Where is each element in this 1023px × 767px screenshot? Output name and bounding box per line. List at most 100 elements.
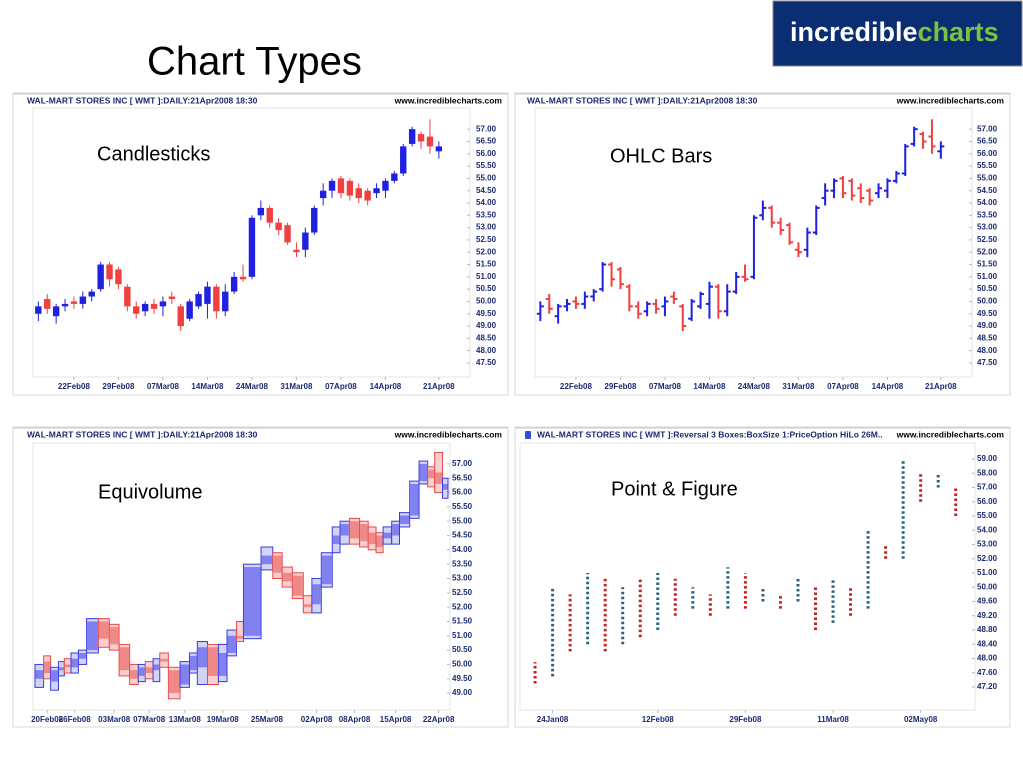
equivolume-body xyxy=(207,647,218,676)
y-tick-label: 51.50 xyxy=(977,260,998,269)
panel-frame xyxy=(514,92,1011,396)
header-icon xyxy=(525,431,531,439)
y-tick-label: 47.20 xyxy=(977,682,998,691)
y-tick-label: 57.00 xyxy=(977,483,998,492)
equivolume-body xyxy=(78,652,87,659)
equivolume-body xyxy=(243,567,261,636)
panel-frame xyxy=(514,426,1011,728)
candle-body xyxy=(275,222,282,231)
y-tick-label: 50.50 xyxy=(452,645,473,654)
y-tick-label: 52.00 xyxy=(977,247,998,256)
y-tick-label: 49.00 xyxy=(977,321,998,330)
candle-body xyxy=(257,207,265,216)
candle-body xyxy=(337,178,345,194)
chart-label: Point & Figure xyxy=(611,478,738,500)
candle-body xyxy=(168,296,176,299)
x-tick-label: 02May08 xyxy=(904,715,938,724)
candle-body xyxy=(346,180,354,196)
equivolume-body xyxy=(189,655,197,671)
equivolume-body xyxy=(376,535,383,547)
chart-label: Candlesticks xyxy=(97,143,210,165)
x-tick-label: 02Apr08 xyxy=(301,715,333,724)
equivolume-body xyxy=(321,555,332,585)
y-tick-label: 52.00 xyxy=(977,554,998,563)
x-tick-label: 13Mar08 xyxy=(169,715,202,724)
y-tick-label: 49.50 xyxy=(476,309,497,318)
equivolume-body xyxy=(360,524,368,542)
y-tick-label: 48.00 xyxy=(977,346,998,355)
y-tick-label: 53.00 xyxy=(452,574,473,583)
candle-body xyxy=(35,306,42,314)
y-tick-label: 55.00 xyxy=(476,173,497,182)
candle-body xyxy=(391,173,398,181)
equivolume-body xyxy=(261,555,273,565)
x-tick-label: 29Feb08 xyxy=(102,382,135,391)
equivolume-body xyxy=(138,667,145,676)
chart-label: Equivolume xyxy=(98,481,203,503)
x-tick-label: 11Mar08 xyxy=(817,715,849,724)
candle-body xyxy=(400,146,407,174)
y-tick-label: 55.00 xyxy=(977,173,998,182)
candle-body xyxy=(435,146,443,152)
y-tick-label: 51.50 xyxy=(452,617,473,626)
y-tick-label: 49.50 xyxy=(452,674,473,683)
x-tick-label: 12Feb08 xyxy=(642,715,675,724)
chart-source: www.incrediblecharts.com xyxy=(896,429,1005,439)
y-tick-label: 54.50 xyxy=(977,186,998,195)
equivolume-body xyxy=(392,524,400,536)
y-tick-label: 53.00 xyxy=(977,540,998,549)
y-tick-label: 55.00 xyxy=(452,516,473,525)
equivolume-body xyxy=(383,532,392,539)
equivolume-body xyxy=(368,532,376,545)
chart-header: WAL-MART STORES INC [ WMT ]:DAILY:21Apr2… xyxy=(27,95,258,105)
equivolume-body xyxy=(145,667,153,674)
y-tick-label: 56.50 xyxy=(452,473,473,482)
candle-body xyxy=(88,291,95,297)
slide-title: Chart Types xyxy=(147,40,362,84)
equivolume-body xyxy=(109,627,119,645)
y-tick-label: 53.50 xyxy=(476,210,497,219)
y-tick-label: 58.00 xyxy=(977,468,998,477)
candle-body xyxy=(284,225,291,243)
panel-frame xyxy=(12,92,509,396)
y-tick-label: 50.00 xyxy=(977,582,998,591)
x-tick-label: 20Feb08 xyxy=(31,715,64,724)
candle-body xyxy=(106,264,113,280)
y-tick-label: 49.50 xyxy=(977,309,998,318)
candle-body xyxy=(186,301,193,319)
y-tick-label: 53.50 xyxy=(977,210,998,219)
y-tick-label: 57.00 xyxy=(452,459,473,468)
y-tick-label: 48.00 xyxy=(476,346,497,355)
equivolume-body xyxy=(349,521,360,539)
candle-body xyxy=(177,306,184,327)
y-tick-label: 51.00 xyxy=(476,272,497,281)
equivolume-body xyxy=(443,483,448,490)
candle-body xyxy=(79,296,87,304)
y-tick-label: 51.00 xyxy=(977,568,998,577)
x-tick-label: 22Feb08 xyxy=(58,382,91,391)
candle-body xyxy=(70,301,78,304)
equivolume-body xyxy=(428,469,435,479)
y-tick-label: 55.00 xyxy=(977,511,998,520)
y-tick-label: 47.50 xyxy=(977,358,998,367)
x-tick-label: 22Feb08 xyxy=(560,382,593,391)
equivolume-body xyxy=(153,664,160,671)
x-tick-label: 24Mar08 xyxy=(236,382,269,391)
x-tick-label: 07Apr08 xyxy=(827,382,859,391)
y-tick-label: 51.00 xyxy=(977,272,998,281)
y-tick-label: 49.60 xyxy=(977,597,998,606)
equivolume-body xyxy=(35,670,44,679)
x-tick-label: 19Mar08 xyxy=(207,715,240,724)
equivolume-body xyxy=(435,472,443,484)
y-tick-label: 53.00 xyxy=(977,223,998,232)
candle-body xyxy=(124,286,131,307)
logo-part: incredible xyxy=(790,17,918,47)
x-tick-label: 07Mar08 xyxy=(147,382,180,391)
y-tick-label: 51.00 xyxy=(452,631,473,640)
equivolume-body xyxy=(273,555,282,573)
x-tick-label: 21Apr08 xyxy=(925,382,957,391)
y-tick-label: 54.00 xyxy=(452,545,473,554)
y-tick-label: 56.00 xyxy=(977,149,998,158)
candle-body xyxy=(417,134,425,142)
